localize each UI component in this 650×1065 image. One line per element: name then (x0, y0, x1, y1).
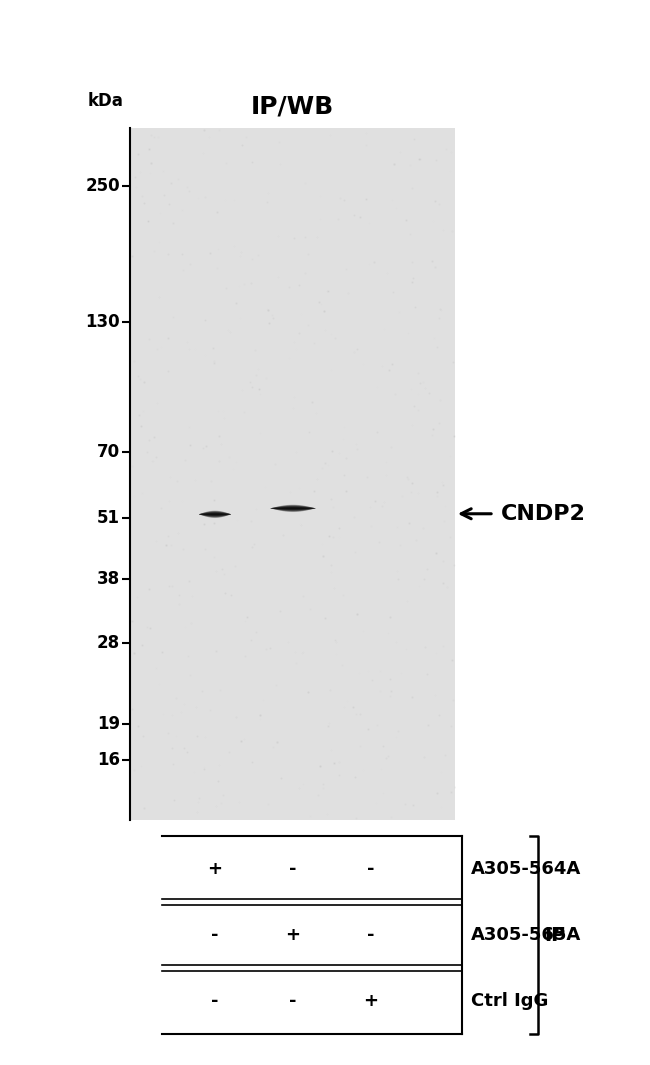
Text: 38: 38 (97, 570, 120, 588)
Text: 250: 250 (86, 177, 120, 195)
Text: -: - (289, 861, 296, 878)
Text: A305-564A: A305-564A (471, 861, 582, 878)
Text: 16: 16 (98, 751, 120, 769)
Text: IP: IP (544, 925, 566, 945)
Title: IP/WB: IP/WB (251, 95, 334, 119)
Text: -: - (211, 927, 218, 944)
Text: 130: 130 (86, 313, 120, 331)
Text: 70: 70 (97, 443, 120, 461)
Text: CNDP2: CNDP2 (500, 504, 586, 524)
Text: -: - (367, 927, 374, 944)
Text: kDa: kDa (88, 93, 124, 111)
Text: 19: 19 (97, 715, 120, 733)
Text: 28: 28 (97, 634, 120, 652)
Text: -: - (289, 993, 296, 1010)
Text: A305-565A: A305-565A (471, 927, 582, 944)
Text: -: - (367, 861, 374, 878)
Text: +: + (207, 861, 222, 878)
Text: +: + (285, 927, 300, 944)
Text: Ctrl IgG: Ctrl IgG (471, 993, 549, 1010)
Text: +: + (363, 993, 378, 1010)
Text: 51: 51 (98, 509, 120, 527)
Text: -: - (211, 993, 218, 1010)
